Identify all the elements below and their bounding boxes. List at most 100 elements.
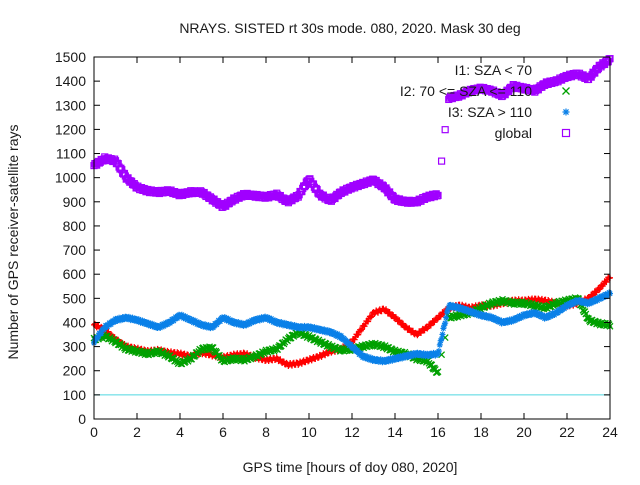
- data-point: [443, 314, 450, 321]
- data-point: [211, 323, 218, 330]
- data-point: [439, 331, 446, 338]
- data-point: [444, 306, 451, 313]
- data-point: [91, 338, 98, 345]
- data-point: [564, 303, 571, 310]
- data-point: [605, 291, 612, 298]
- data-point: [443, 309, 450, 316]
- y-axis-label: Number of GPS receiver-satellite rays: [5, 125, 21, 360]
- y-tick-label: 900: [63, 194, 87, 210]
- y-tick-label: 200: [63, 363, 87, 379]
- series-4: [90, 55, 614, 211]
- data-point: [228, 317, 235, 324]
- data-point: [351, 345, 358, 352]
- y-tick-label: 1400: [55, 73, 86, 89]
- data-point: [441, 322, 448, 329]
- data-point: [182, 313, 189, 320]
- data-point: [164, 321, 171, 328]
- data-point: [490, 314, 497, 321]
- data-point: [149, 320, 156, 327]
- data-point: [378, 342, 386, 350]
- data-point: [263, 315, 270, 322]
- x-tick-label: 0: [90, 424, 98, 440]
- data-point: [271, 317, 278, 324]
- data-point: [492, 317, 499, 324]
- data-point: [384, 356, 391, 363]
- data-point: [326, 342, 334, 350]
- x-tick-label: 8: [262, 424, 270, 440]
- data-point: [402, 323, 409, 330]
- series-layer: [90, 55, 614, 376]
- y-tick-label: 300: [63, 339, 87, 355]
- data-point: [355, 331, 362, 338]
- data-point: [482, 314, 489, 321]
- data-point: [174, 315, 181, 322]
- y-tick-label: 600: [63, 266, 87, 282]
- data-point: [287, 323, 294, 330]
- data-point: [434, 191, 442, 200]
- data-point: [260, 316, 267, 323]
- y-tick-label: 800: [63, 218, 87, 234]
- x-tick-label: 4: [176, 424, 184, 440]
- data-point: [424, 325, 431, 332]
- data-point: [561, 305, 568, 312]
- data-point: [250, 319, 257, 326]
- series-2: [90, 294, 614, 376]
- x-tick-label: 18: [473, 424, 489, 440]
- legend-marker: [562, 108, 570, 116]
- data-point: [139, 317, 146, 324]
- data-point: [435, 351, 441, 358]
- data-point: [357, 350, 364, 357]
- data-point: [205, 322, 212, 329]
- data-point: [576, 296, 583, 303]
- data-point: [436, 341, 443, 348]
- data-point: [213, 321, 220, 328]
- data-point: [334, 330, 341, 337]
- data-point: [344, 338, 351, 345]
- data-point: [440, 325, 447, 332]
- data-point: [431, 319, 438, 326]
- legend-marker: [562, 87, 570, 95]
- legend-label: I3: SZA > 110: [448, 104, 532, 120]
- data-point: [512, 317, 519, 324]
- data-point: [246, 320, 253, 327]
- data-point: [142, 318, 149, 325]
- data-point: [539, 312, 546, 319]
- data-point: [432, 352, 439, 359]
- y-tick-label: 1100: [56, 146, 86, 162]
- data-point: [351, 336, 358, 343]
- x-axis-label: GPS time [hours of doy 080, 2020]: [243, 459, 458, 475]
- y-tick-label: 1200: [55, 121, 86, 137]
- y-tick-label: 1500: [55, 49, 86, 65]
- x-tick-label: 2: [133, 424, 141, 440]
- data-point: [588, 300, 595, 307]
- data-point: [144, 321, 151, 328]
- data-point: [338, 332, 345, 339]
- data-point: [402, 354, 409, 361]
- data-point: [365, 318, 372, 325]
- data-point: [354, 347, 361, 354]
- plot-frame: [93, 56, 611, 420]
- data-point: [453, 302, 460, 309]
- data-point: [348, 341, 355, 348]
- data-point: [160, 323, 167, 330]
- data-point: [195, 319, 202, 326]
- data-point: [341, 336, 348, 343]
- legend-label: I1: SZA < 70: [455, 62, 533, 78]
- data-point: [437, 157, 446, 165]
- data-point: [467, 307, 474, 314]
- data-point: [298, 323, 305, 330]
- legend-label: I2: 70 <= SZA <= 110: [400, 83, 532, 99]
- x-tick-label: 12: [344, 424, 360, 440]
- data-point: [104, 323, 111, 330]
- x-tick-label: 16: [430, 424, 446, 440]
- legend-marker: [561, 128, 571, 138]
- legend-label: global: [495, 125, 532, 141]
- data-point: [170, 317, 177, 324]
- data-point: [434, 316, 441, 323]
- series-3: [91, 289, 613, 366]
- y-tick-label: 0: [78, 411, 86, 427]
- data-point: [129, 314, 136, 321]
- data-point: [314, 324, 321, 331]
- data-point: [603, 279, 610, 286]
